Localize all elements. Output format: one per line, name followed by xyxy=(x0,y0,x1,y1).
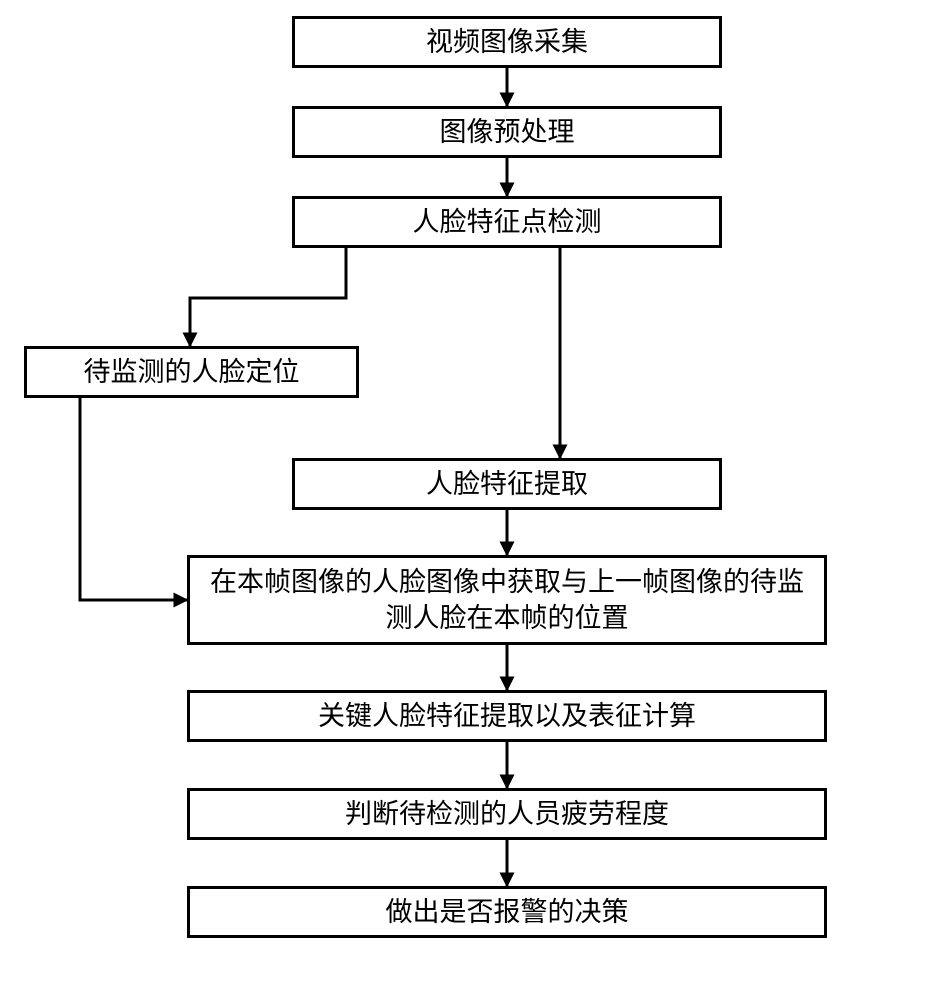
node-label: 人脸特征点检测 xyxy=(413,204,602,240)
node-label: 图像预处理 xyxy=(440,114,575,150)
flowchart-node-n3: 人脸特征点检测 xyxy=(292,196,722,248)
node-label: 视频图像采集 xyxy=(426,24,588,60)
node-label: 人脸特征提取 xyxy=(426,466,588,502)
flowchart-node-n8: 判断待检测的人员疲劳程度 xyxy=(187,788,827,840)
flowchart-node-n7: 关键人脸特征提取以及表征计算 xyxy=(187,690,827,742)
node-label: 在本帧图像的人脸图像中获取与上一帧图像的待监测人脸在本帧的位置 xyxy=(200,564,814,637)
flowchart-node-n6: 在本帧图像的人脸图像中获取与上一帧图像的待监测人脸在本帧的位置 xyxy=(187,555,827,645)
flowchart-node-n2: 图像预处理 xyxy=(292,106,722,158)
node-label: 判断待检测的人员疲劳程度 xyxy=(345,796,669,832)
node-label: 关键人脸特征提取以及表征计算 xyxy=(318,698,696,734)
flowchart-node-n1: 视频图像采集 xyxy=(292,16,722,68)
node-label: 待监测的人脸定位 xyxy=(84,354,300,390)
flowchart-node-n9: 做出是否报警的决策 xyxy=(187,886,827,938)
edge-n3-n4 xyxy=(190,248,346,346)
flowchart-node-n4: 待监测的人脸定位 xyxy=(24,346,359,398)
node-label: 做出是否报警的决策 xyxy=(386,894,629,930)
flowchart-node-n5: 人脸特征提取 xyxy=(292,458,722,510)
edge-n4-n6 xyxy=(80,398,187,600)
